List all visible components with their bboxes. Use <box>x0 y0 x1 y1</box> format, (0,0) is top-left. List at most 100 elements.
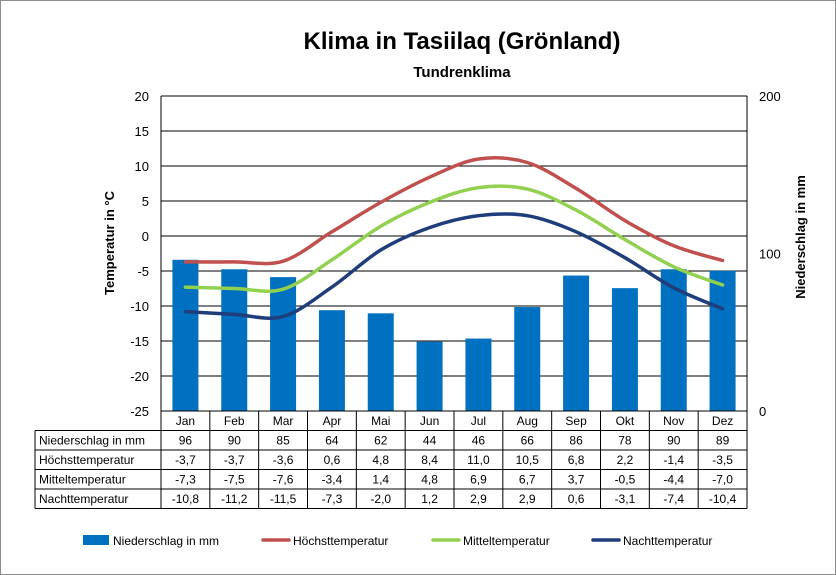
table-cell: 1,4 <box>372 473 389 487</box>
table-cell: -1,4 <box>663 453 684 467</box>
chart-subtitle: Tundrenklima <box>413 64 511 81</box>
x-tick-label: Mar <box>273 414 294 428</box>
x-tick-label: Jul <box>471 414 486 428</box>
table-cell: 8,4 <box>421 453 438 467</box>
table-cell: -7,6 <box>273 473 294 487</box>
table-cell: 90 <box>667 434 681 448</box>
precipitation-bar <box>416 341 443 411</box>
y-right-tick-label: 200 <box>759 89 781 104</box>
y-left-tick-label: -10 <box>130 299 149 314</box>
x-tick-label: Dez <box>712 414 733 428</box>
precipitation-bar <box>465 338 492 411</box>
table-cell: -3,4 <box>322 473 343 487</box>
table-cell: -10,8 <box>172 492 200 506</box>
precipitation-bar <box>367 313 394 411</box>
y-left-tick-label: 0 <box>142 229 149 244</box>
legend-label: Nachttemperatur <box>623 534 712 548</box>
table-cell: 0,6 <box>324 453 341 467</box>
x-tick-label: Apr <box>323 414 342 428</box>
table-cell: -11,2 <box>221 492 248 506</box>
x-tick-label: Mai <box>371 414 390 428</box>
table-cell: 6,7 <box>519 473 536 487</box>
x-tick-label: Nov <box>663 414 684 428</box>
chart-title: Klima in Tasiilaq (Grönland) <box>304 28 621 55</box>
table-cell: 78 <box>618 434 632 448</box>
table-cell: 96 <box>179 434 193 448</box>
table-cell: -7,5 <box>224 473 245 487</box>
table-row-label: Nachttemperatur <box>39 492 128 506</box>
precipitation-bar <box>270 277 297 411</box>
x-tick-label: Aug <box>517 414 538 428</box>
table-cell: 62 <box>374 434 388 448</box>
legend: Niederschlag in mm Höchsttemperatur Mittel… <box>83 534 712 548</box>
precipitation-bar <box>221 269 248 411</box>
mitteltemperatur-line <box>183 184 725 293</box>
table-cell: 64 <box>325 434 339 448</box>
legend-label: Niederschlag in mm <box>113 534 219 548</box>
table-cell: 11,0 <box>467 453 490 467</box>
table-cell: -0,5 <box>615 473 636 487</box>
legend-label: Mitteltemperatur <box>463 534 550 548</box>
y-right-axis-label: Niederschlag in mm <box>793 175 808 299</box>
table-cell: 4,8 <box>421 473 438 487</box>
legend-label: Höchsttemperatur <box>293 534 388 548</box>
table-cell: -10,4 <box>709 492 737 506</box>
table-cell: 89 <box>716 434 730 448</box>
table-cell: 44 <box>423 434 437 448</box>
y-left-tick-label: 20 <box>135 89 149 104</box>
table-cell: 90 <box>228 434 242 448</box>
table-cell: -7,3 <box>322 492 343 506</box>
precipitation-bar <box>514 307 541 411</box>
temperature-lines <box>183 155 725 320</box>
y-left-tick-label: -20 <box>130 369 149 384</box>
precipitation-bar <box>172 259 199 411</box>
table-cell: -3,6 <box>273 453 294 467</box>
precipitation-bars <box>172 259 736 411</box>
table-cell: -7,4 <box>663 492 684 506</box>
y-left-tick-label: 10 <box>135 159 149 174</box>
x-tick-label: Feb <box>224 414 245 428</box>
table-cell: 46 <box>472 434 486 448</box>
x-tick-label: Jun <box>420 414 439 428</box>
data-table: Jan Feb Mar Apr Mai Jun Jul Aug Sep Okt Nov Dez Nied… <box>34 410 748 509</box>
table-cell: 2,9 <box>519 492 536 506</box>
table-cell: 2,2 <box>617 453 634 467</box>
table-cell: 0,6 <box>568 492 585 506</box>
y-left-tick-label: -5 <box>137 264 149 279</box>
table-cell: -4,4 <box>663 473 684 487</box>
table-cell: -11,5 <box>270 492 297 506</box>
table-cell: 86 <box>569 434 583 448</box>
table-cell: -2,0 <box>370 492 391 506</box>
h-chsttemperatur-line <box>183 155 725 266</box>
table-cell: 10,5 <box>516 453 540 467</box>
y-left-tick-label: -25 <box>130 404 149 419</box>
precipitation-bar <box>563 275 590 411</box>
table-cell: -3,7 <box>224 453 245 467</box>
table-cell: -3,7 <box>175 453 196 467</box>
table-cell: 66 <box>521 434 535 448</box>
y-left-tick-label: 15 <box>135 124 149 139</box>
nachttemperatur-line <box>183 212 725 320</box>
table-cell: 6,8 <box>568 453 585 467</box>
y-right-tick-label: 0 <box>759 404 766 419</box>
table-cell: 1,2 <box>421 492 438 506</box>
gridlines <box>161 95 747 412</box>
table-cell: -3,5 <box>712 453 733 467</box>
x-tick-label: Okt <box>616 414 635 428</box>
x-tick-label: Sep <box>565 414 587 428</box>
table-cell: -7,0 <box>712 473 733 487</box>
table-cell: 85 <box>276 434 290 448</box>
precipitation-bar <box>318 310 345 411</box>
precipitation-bar <box>611 288 638 411</box>
table-row-label: Niederschlag in mm <box>39 434 145 448</box>
y-left-axis-label: Temperatur in °C <box>102 190 117 295</box>
table-cell: 6,9 <box>470 473 487 487</box>
table-cell: -3,1 <box>615 492 636 506</box>
y-left-tick-label: -15 <box>130 334 149 349</box>
precipitation-bar <box>709 270 736 411</box>
table-cell: -7,3 <box>175 473 196 487</box>
table-row-label: Mitteltemperatur <box>39 473 126 487</box>
